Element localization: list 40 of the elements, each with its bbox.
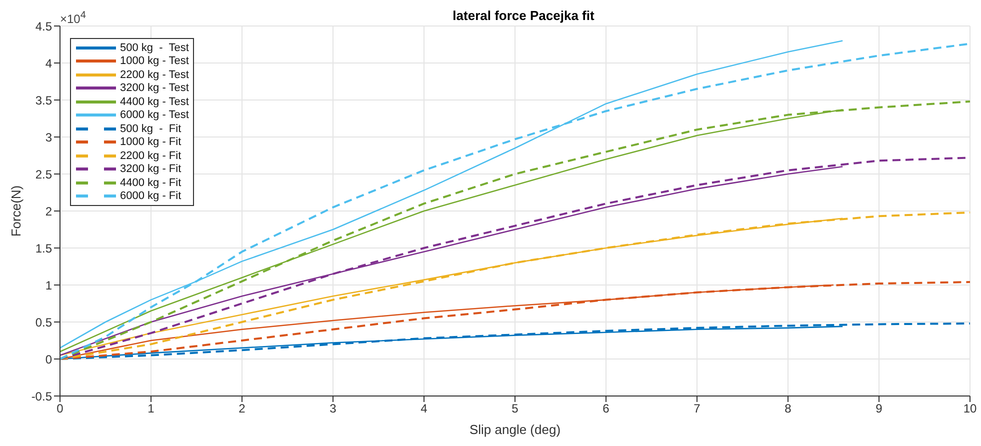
- legend-label: 2200 kg - Fit: [120, 150, 182, 162]
- legend-label: 500 kg - Test: [120, 42, 189, 54]
- annotation: ×10$^{4}$: [60, 10, 86, 26]
- x-tick-label: 7: [694, 402, 701, 416]
- x-tick-label: 3: [330, 402, 337, 416]
- y-tick-label: 3: [45, 130, 52, 144]
- legend-label: 3200 kg - Fit: [120, 163, 182, 176]
- y-tick-label: 2.5: [35, 167, 52, 182]
- legend-label: 1000 kg - Fit: [120, 136, 182, 148]
- legend-label: 500 kg - Fit: [120, 122, 182, 135]
- y-tick-label: 1: [45, 278, 52, 292]
- x-tick-label: 5: [512, 402, 519, 416]
- y-axis-title: Force(N): [8, 185, 24, 237]
- y-tick-label: 3.5: [35, 93, 52, 108]
- line-series: [60, 211, 970, 360]
- y-tick-label: 0.5: [35, 315, 52, 330]
- x-tick-label: 9: [876, 402, 883, 416]
- legend-label: 6000 kg - Test: [120, 109, 189, 122]
- y-tick-label: 2: [45, 204, 52, 218]
- chart-title: lateral force Pacejka fit: [452, 8, 594, 23]
- y-tick-label: 4: [45, 56, 52, 70]
- y-tick-label: 0: [45, 352, 52, 366]
- legend-label: 4400 kg - Fit: [120, 176, 182, 189]
- x-tick-label: 1: [148, 402, 155, 416]
- x-tick-label: 4: [420, 402, 428, 416]
- x-tick-label: 6: [602, 402, 610, 416]
- x-tick-label: 0: [56, 402, 64, 416]
- x-tick-label: 2: [238, 402, 246, 416]
- y-tick-label: -0.5: [31, 389, 52, 404]
- y-tick-label: 1.5: [35, 241, 52, 256]
- legend-label: 2200 kg - Test: [120, 68, 189, 81]
- y-tick-label: 4.5: [35, 19, 52, 34]
- legend-label: 3200 kg - Test: [120, 82, 189, 94]
- legend-label: 6000 kg - Fit: [120, 190, 182, 202]
- x-tick-label: 8: [784, 402, 792, 416]
- x-tick-label: 10: [963, 402, 977, 416]
- line-series: [60, 42, 970, 360]
- x-axis-title: Slip angle (deg): [469, 422, 561, 437]
- legend-label: 4400 kg - Test: [120, 96, 189, 108]
- legend-label: 1000 kg - Test: [120, 55, 189, 68]
